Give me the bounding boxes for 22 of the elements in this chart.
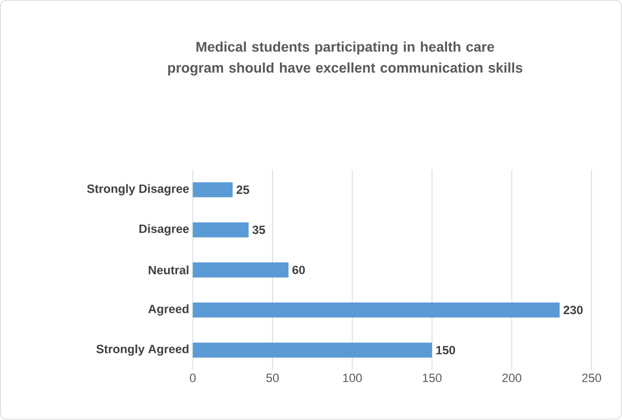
- y-tick-label: Strongly Agreed: [96, 344, 188, 356]
- bar: [192, 182, 233, 198]
- y-tick-label: Strongly Disagree: [87, 184, 189, 196]
- bar: [192, 262, 288, 278]
- y-tick-label: Disagree: [139, 224, 189, 236]
- data-label: 25: [236, 186, 250, 194]
- y-tick-label: Neutral: [148, 266, 188, 275]
- x-tick-label: 250: [582, 374, 602, 382]
- chart-title: Medical students participating in health care program should have excellent communication skills: [168, 42, 522, 76]
- data-label: 150: [436, 346, 456, 354]
- x-tick-label: 0: [190, 374, 196, 382]
- bar: [192, 222, 249, 238]
- x-tick-label: 50: [266, 374, 279, 382]
- y-tick-label: Agreed: [148, 304, 188, 316]
- data-label: 35: [252, 226, 266, 234]
- x-tick-label: 150: [422, 374, 442, 382]
- bar: [192, 302, 560, 318]
- x-tick-label: 100: [343, 374, 362, 382]
- data-label: 60: [292, 266, 305, 274]
- data-label: 230: [564, 306, 583, 314]
- bar: [192, 342, 432, 358]
- x-tick-label: 200: [502, 374, 522, 382]
